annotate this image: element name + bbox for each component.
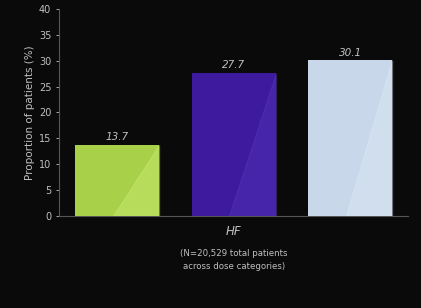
Text: (N=20,529 total patients
across dose categories): (N=20,529 total patients across dose cat… bbox=[180, 249, 288, 271]
Bar bbox=[192, 73, 276, 216]
Y-axis label: Proportion of patients (%): Proportion of patients (%) bbox=[25, 45, 35, 180]
Text: 30.1: 30.1 bbox=[338, 48, 362, 58]
Polygon shape bbox=[229, 73, 276, 216]
Polygon shape bbox=[346, 60, 392, 216]
Polygon shape bbox=[113, 145, 159, 216]
Bar bbox=[308, 60, 392, 216]
Text: 27.7: 27.7 bbox=[222, 60, 245, 70]
Text: 13.7: 13.7 bbox=[106, 132, 129, 142]
Bar bbox=[75, 145, 159, 216]
